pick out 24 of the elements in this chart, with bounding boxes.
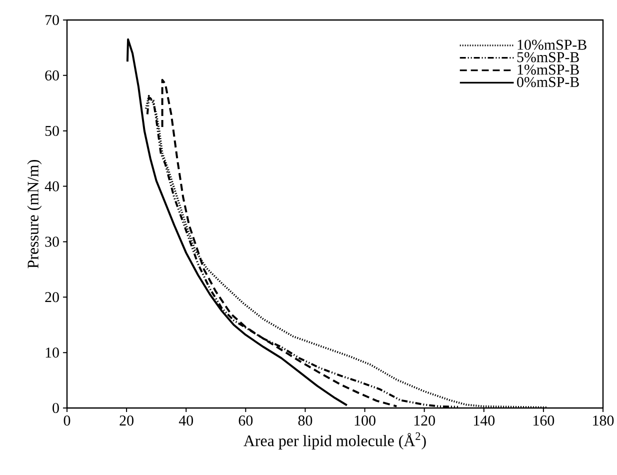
legend-label: 1%mSP-B [518, 64, 579, 75]
legend-label: 5%mSP-B [517, 52, 579, 62]
x-tick-label: 160 [534, 416, 554, 426]
x-tick-label: 40 [178, 416, 194, 426]
y-tick-label: 0 [52, 402, 59, 414]
legend-label: 0%mSP-B [517, 76, 579, 88]
y-tick-label: 40 [44, 181, 59, 192]
x-tick-label: 80 [298, 416, 312, 426]
x-tick-label: 60 [238, 416, 253, 426]
x-axis-title: Area per lipid molecule (Å$^{2}$) [244, 432, 426, 450]
x-tick-label: 120 [414, 416, 435, 426]
y-tick-label: 10 [46, 348, 59, 358]
x-tick-label: 100 [354, 416, 376, 426]
y-tick-label: 60 [45, 70, 59, 80]
x-tick-label: 140 [474, 416, 495, 426]
y-tick-label: 50 [45, 126, 59, 136]
legend-label: 10%mSP-B [518, 40, 586, 50]
y-tick-label: 70 [46, 14, 59, 26]
y-tick-label: 30 [45, 236, 59, 247]
y-tick-label: 20 [45, 292, 59, 302]
x-tick-label: 20 [120, 416, 134, 426]
x-tick-label: 0 [64, 416, 70, 426]
x-tick-label: 180 [593, 416, 614, 426]
y-axis-title: Pressure (mN/m) [27, 160, 42, 268]
